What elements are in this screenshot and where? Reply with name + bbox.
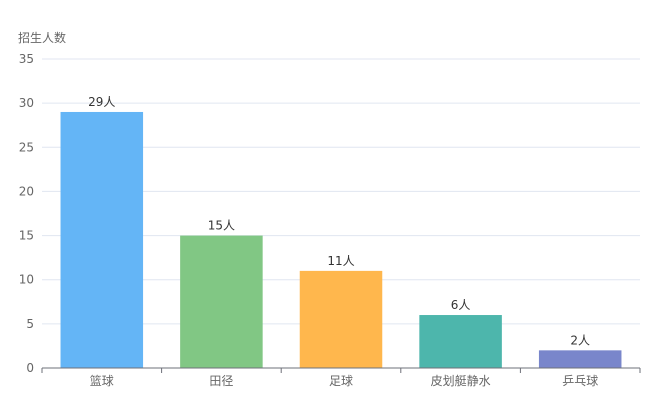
y-axis-title: 招生人数 (18, 30, 66, 45)
bar[interactable] (180, 235, 263, 368)
x-tick-label: 田径 (209, 374, 233, 388)
bars (60, 111, 622, 368)
y-tick-label: 25 (19, 140, 34, 154)
bar-value-label: 6人 (451, 298, 471, 312)
bar[interactable] (299, 270, 383, 368)
x-tick-label: 乒乓球 (562, 374, 598, 388)
bar[interactable] (60, 111, 144, 368)
x-tick-label: 皮划艇静水 (431, 374, 491, 388)
x-axis: 篮球 田径 足球 皮划艇静水 乒乓球 (41, 367, 641, 388)
x-tick-label: 篮球 (90, 373, 114, 388)
y-tick-label: 20 (19, 184, 34, 198)
bar[interactable] (538, 350, 622, 368)
y-axis-tick-labels: 0 5 10 15 20 25 30 35 (19, 52, 34, 375)
bar-value-label: 2人 (570, 333, 590, 347)
y-tick-label: 5 (26, 317, 34, 331)
bar-value-labels: 29人 15人 11人 6人 2人 (88, 95, 590, 347)
bar-value-label: 29人 (88, 95, 115, 109)
bar[interactable] (419, 315, 502, 368)
y-tick-label: 30 (19, 96, 34, 110)
y-tick-label: 15 (19, 229, 34, 243)
y-tick-label: 0 (26, 361, 34, 375)
x-tick-label: 足球 (329, 374, 353, 388)
bar-value-label: 11人 (327, 254, 354, 268)
y-tick-label: 10 (19, 273, 34, 287)
bar-value-label: 15人 (208, 219, 235, 233)
y-tick-label: 35 (19, 52, 34, 66)
